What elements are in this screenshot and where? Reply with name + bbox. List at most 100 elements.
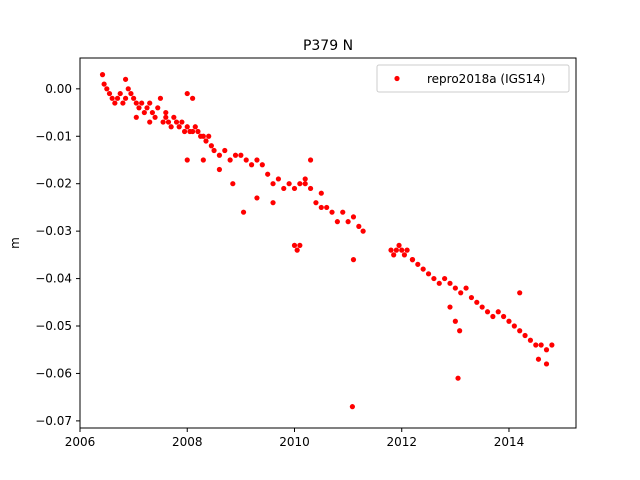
data-point bbox=[155, 105, 161, 111]
data-point bbox=[238, 152, 244, 158]
data-point bbox=[468, 294, 475, 301]
data-point bbox=[334, 219, 340, 225]
data-point bbox=[112, 100, 118, 106]
data-point bbox=[479, 304, 485, 310]
x-tick-label: 2006 bbox=[65, 435, 96, 449]
data-point bbox=[307, 185, 314, 192]
data-point bbox=[208, 143, 214, 149]
data-point bbox=[104, 86, 110, 92]
data-point bbox=[171, 114, 177, 120]
legend-marker bbox=[394, 75, 400, 82]
data-point bbox=[452, 285, 458, 291]
data-point bbox=[517, 328, 523, 334]
data-point bbox=[270, 200, 276, 206]
data-point bbox=[506, 318, 512, 324]
data-point bbox=[350, 214, 357, 220]
data-point bbox=[420, 266, 426, 272]
data-point bbox=[452, 318, 458, 324]
data-point bbox=[232, 152, 239, 158]
data-point bbox=[431, 275, 437, 282]
data-point bbox=[522, 332, 528, 339]
y-tick-label: −0.02 bbox=[35, 177, 72, 191]
data-point bbox=[163, 109, 169, 116]
data-point bbox=[101, 81, 107, 87]
data-point bbox=[543, 361, 550, 367]
y-tick-label: −0.06 bbox=[35, 366, 72, 380]
data-point bbox=[527, 337, 534, 343]
data-point bbox=[399, 247, 405, 253]
data-point bbox=[254, 157, 260, 163]
plot-frame bbox=[79, 57, 577, 429]
data-point bbox=[340, 209, 346, 215]
data-point bbox=[533, 342, 539, 348]
data-point bbox=[302, 176, 308, 182]
data-point bbox=[114, 95, 121, 101]
data-point bbox=[294, 247, 300, 253]
data-point bbox=[455, 375, 461, 381]
data-point bbox=[227, 157, 233, 163]
y-tick-label: −0.04 bbox=[35, 272, 72, 286]
data-point bbox=[463, 285, 469, 291]
data-point bbox=[179, 119, 185, 125]
data-point bbox=[265, 171, 271, 177]
data-point bbox=[139, 100, 145, 106]
data-point bbox=[447, 280, 453, 286]
data-point bbox=[393, 247, 399, 253]
data-point bbox=[184, 90, 190, 97]
data-point bbox=[195, 128, 201, 135]
data-point bbox=[141, 109, 147, 116]
data-point bbox=[345, 219, 351, 225]
x-tick-label: 2010 bbox=[279, 435, 310, 449]
data-point bbox=[391, 252, 397, 258]
data-point bbox=[457, 328, 463, 334]
data-point bbox=[350, 257, 357, 263]
data-point bbox=[511, 323, 517, 329]
data-point bbox=[490, 313, 496, 320]
data-point bbox=[133, 100, 139, 106]
data-point bbox=[216, 152, 223, 158]
legend-box bbox=[376, 64, 570, 93]
x-tick-label: 2008 bbox=[172, 435, 203, 449]
data-point bbox=[190, 95, 196, 101]
data-point bbox=[122, 95, 129, 101]
data-point bbox=[184, 124, 190, 130]
data-point bbox=[291, 185, 298, 192]
data-point bbox=[535, 356, 542, 362]
data-point bbox=[297, 242, 303, 248]
data-point bbox=[120, 100, 126, 106]
data-point bbox=[163, 114, 169, 120]
data-point bbox=[190, 128, 196, 135]
x-axis-ticks: 2006 2008 2010 2012 2014 bbox=[65, 428, 524, 449]
data-point bbox=[543, 347, 550, 353]
chart-title: P379 N bbox=[303, 38, 353, 54]
data-points bbox=[99, 72, 555, 410]
data-point bbox=[404, 247, 410, 253]
y-axis-ticks: 0.00 −0.01 −0.02 −0.03 −0.04 −0.05 −0.06 −0.07 bbox=[35, 82, 80, 428]
data-point bbox=[517, 290, 523, 296]
data-point bbox=[147, 119, 153, 125]
y-tick-label: −0.05 bbox=[35, 319, 72, 333]
y-axis-label: m bbox=[8, 237, 22, 249]
data-point bbox=[106, 90, 113, 97]
data-point bbox=[436, 280, 442, 286]
data-point bbox=[200, 133, 206, 139]
data-point bbox=[157, 95, 164, 101]
data-point bbox=[349, 404, 355, 410]
data-point bbox=[243, 157, 249, 163]
data-point bbox=[286, 181, 292, 187]
data-point bbox=[307, 157, 314, 163]
y-tick-label: −0.03 bbox=[35, 224, 72, 238]
y-tick-label: 0.00 bbox=[45, 82, 72, 96]
data-point bbox=[415, 261, 421, 267]
data-point bbox=[401, 252, 408, 258]
y-tick-label: −0.01 bbox=[35, 129, 72, 143]
data-point bbox=[313, 200, 319, 206]
data-point bbox=[442, 275, 448, 282]
data-point bbox=[184, 157, 190, 163]
data-point bbox=[176, 124, 182, 130]
data-point bbox=[259, 162, 265, 168]
data-point bbox=[275, 176, 281, 182]
data-point bbox=[203, 138, 209, 144]
data-point bbox=[474, 299, 480, 305]
